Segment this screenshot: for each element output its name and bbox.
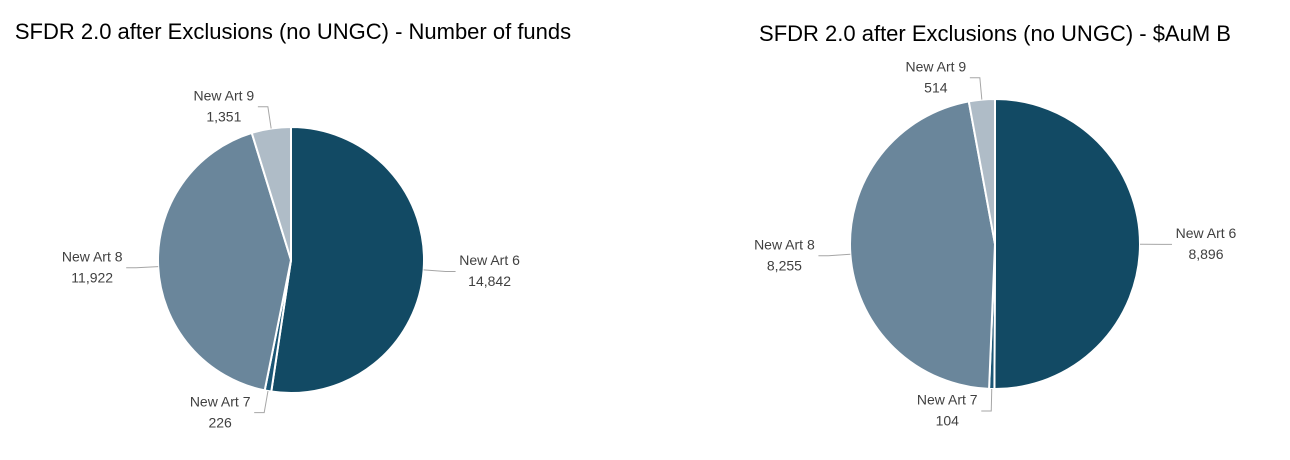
data-label-name: New Art 6 bbox=[1176, 225, 1237, 241]
leader-line bbox=[126, 266, 159, 269]
data-label-name: New Art 6 bbox=[459, 252, 520, 268]
leader-line bbox=[423, 269, 456, 273]
data-label-name: New Art 9 bbox=[905, 58, 966, 74]
data-label-name: New Art 9 bbox=[194, 87, 255, 103]
data-label-value: 8,896 bbox=[1188, 246, 1223, 262]
data-label-value: 104 bbox=[936, 413, 960, 429]
chart-title: SFDR 2.0 after Exclusions (no UNGC) - $A… bbox=[759, 21, 1231, 46]
pie-slice bbox=[157, 131, 293, 392]
leader-line bbox=[981, 388, 993, 412]
data-label-value: 11,922 bbox=[71, 269, 113, 285]
data-label-name: New Art 8 bbox=[62, 248, 123, 264]
data-label-name: New Art 7 bbox=[917, 392, 978, 408]
data-label-name: New Art 8 bbox=[754, 236, 815, 252]
data-label-value: 514 bbox=[924, 79, 948, 95]
pie-slice bbox=[849, 100, 997, 390]
data-label-value: 226 bbox=[208, 414, 232, 430]
pie-slice bbox=[250, 125, 292, 261]
pie-slice bbox=[270, 125, 425, 394]
leader-line bbox=[969, 77, 983, 100]
chart-title: SFDR 2.0 after Exclusions (no UNGC) - Nu… bbox=[14, 19, 572, 44]
data-label-name: New Art 7 bbox=[190, 393, 251, 409]
data-label-value: 1,351 bbox=[206, 108, 241, 124]
data-label-value: 8,255 bbox=[767, 257, 802, 273]
leader-line bbox=[257, 106, 272, 129]
data-label-value: 14,842 bbox=[468, 273, 511, 289]
leader-line bbox=[818, 253, 851, 257]
pie-slice bbox=[993, 97, 1141, 390]
leader-line bbox=[254, 390, 269, 414]
